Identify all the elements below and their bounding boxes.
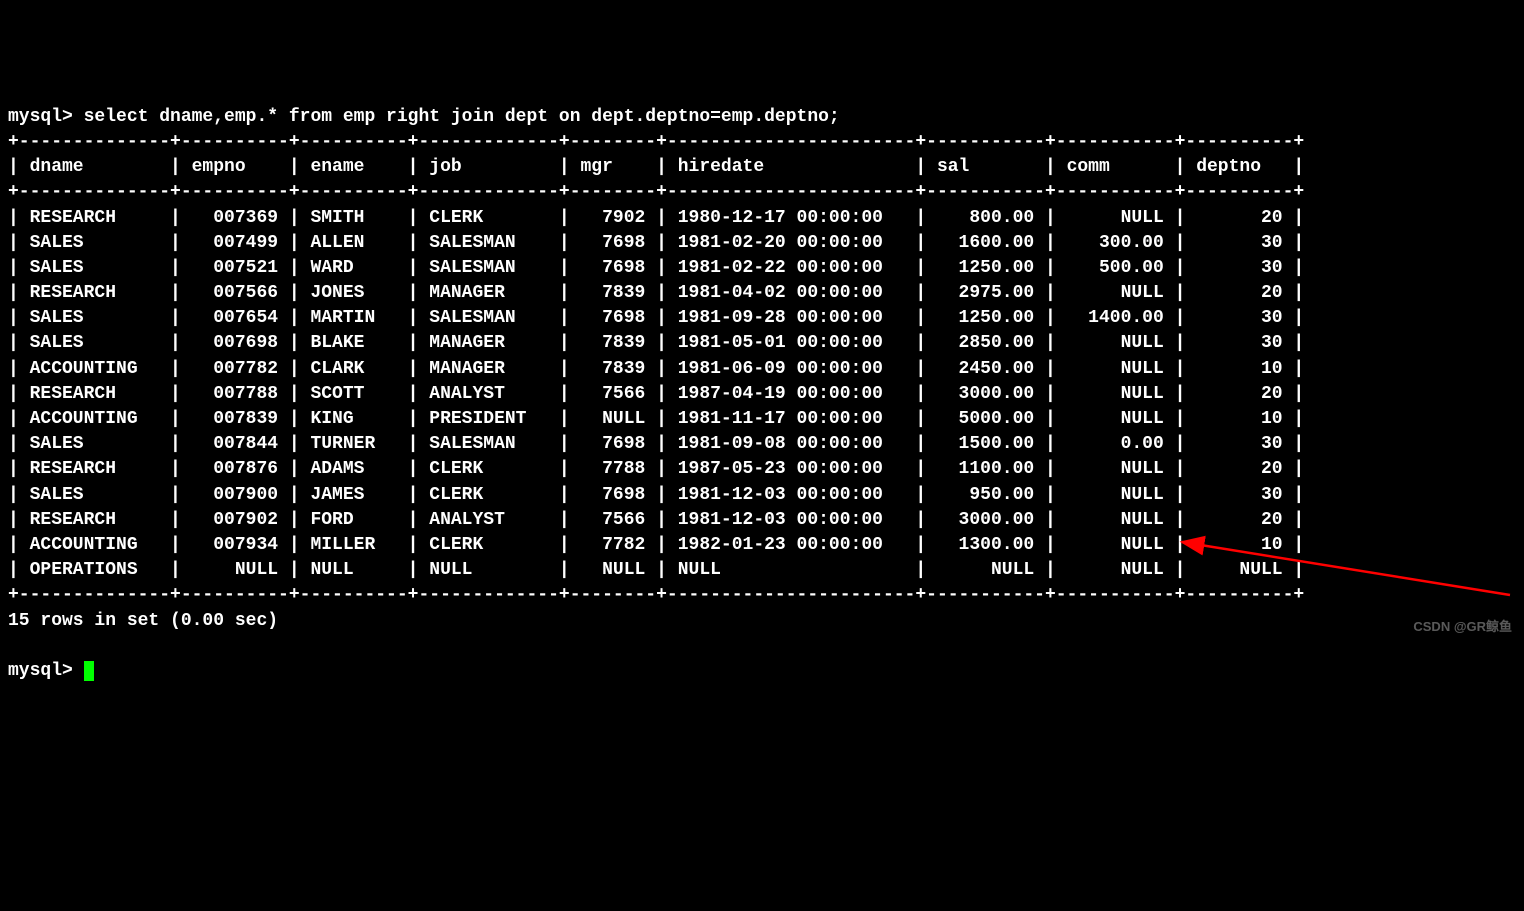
table-row: | ACCOUNTING | 007782 | CLARK | MANAGER … [8, 359, 1304, 379]
table-row: | OPERATIONS | NULL | NULL | NULL | NULL… [8, 560, 1304, 580]
watermark-text: CSDN @GR鲸鱼 [1413, 618, 1512, 636]
table-border: +--------------+----------+----------+--… [8, 132, 1304, 152]
table-row: | RESEARCH | 007566 | JONES | MANAGER | … [8, 283, 1304, 303]
table-row: | SALES | 007900 | JAMES | CLERK | 7698 … [8, 485, 1304, 505]
cursor-icon [84, 661, 94, 681]
result-summary: 15 rows in set (0.00 sec) [8, 611, 278, 631]
table-row: | SALES | 007654 | MARTIN | SALESMAN | 7… [8, 308, 1304, 328]
table-border: +--------------+----------+----------+--… [8, 585, 1304, 605]
table-row: | ACCOUNTING | 007839 | KING | PRESIDENT… [8, 409, 1304, 429]
table-row: | SALES | 007698 | BLAKE | MANAGER | 783… [8, 333, 1304, 353]
table-row: | SALES | 007499 | ALLEN | SALESMAN | 76… [8, 233, 1304, 253]
table-row: | RESEARCH | 007369 | SMITH | CLERK | 79… [8, 208, 1304, 228]
table-header: | dname | empno | ename | job | mgr | hi… [8, 157, 1304, 177]
query-line: mysql> select dname,emp.* from emp right… [8, 107, 840, 127]
table-row: | ACCOUNTING | 007934 | MILLER | CLERK |… [8, 535, 1304, 555]
table-row: | SALES | 007521 | WARD | SALESMAN | 769… [8, 258, 1304, 278]
terminal-output: mysql> select dname,emp.* from emp right… [8, 105, 1516, 684]
table-row: | RESEARCH | 007902 | FORD | ANALYST | 7… [8, 510, 1304, 530]
table-row: | SALES | 007844 | TURNER | SALESMAN | 7… [8, 434, 1304, 454]
table-row: | RESEARCH | 007788 | SCOTT | ANALYST | … [8, 384, 1304, 404]
table-row: | RESEARCH | 007876 | ADAMS | CLERK | 77… [8, 459, 1304, 479]
prompt-line[interactable]: mysql> [8, 661, 94, 681]
table-border: +--------------+----------+----------+--… [8, 182, 1304, 202]
